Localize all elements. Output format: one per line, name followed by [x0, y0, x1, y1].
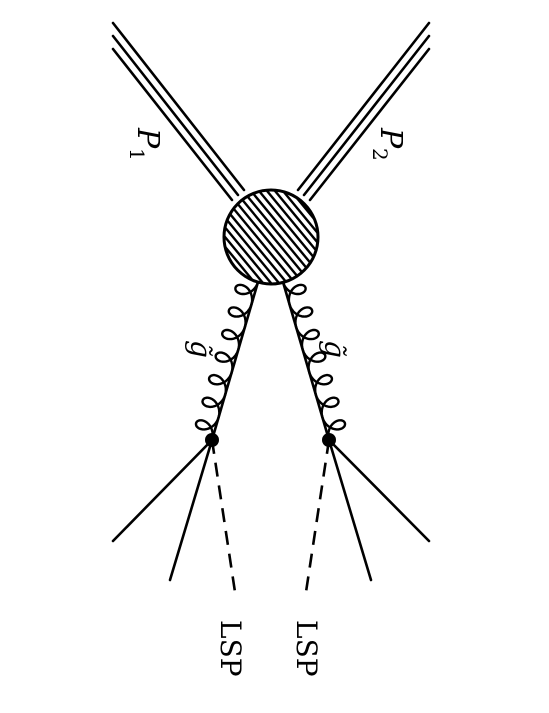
interaction-blob: [222, 188, 320, 286]
svg-text:P: P: [373, 127, 408, 149]
proton-2-line: [296, 21, 431, 202]
svg-text:LSP: LSP: [214, 620, 247, 677]
label-gluino-right: g̃: [318, 340, 351, 358]
proton-1-line: [111, 21, 246, 202]
svg-text:2: 2: [368, 148, 392, 161]
gluino-right-line: [281, 281, 347, 441]
gluino-left-line: [194, 281, 260, 441]
svg-text:g̃: g̃: [184, 340, 217, 358]
label-p2: P 2: [368, 127, 408, 161]
label-lsp-right: LSP: [290, 620, 323, 677]
svg-text:P: P: [130, 127, 165, 149]
svg-text:g̃: g̃: [318, 340, 351, 358]
svg-text:LSP: LSP: [290, 620, 323, 677]
label-p1: P 1: [125, 127, 165, 161]
label-lsp-left: LSP: [214, 620, 247, 677]
lsp-line-left: [210, 439, 237, 593]
jets-left: [111, 438, 214, 582]
jets-right: [327, 438, 431, 582]
svg-text:1: 1: [125, 148, 149, 161]
label-gluino-left: g̃: [184, 340, 217, 358]
gluon-coil-right: [281, 281, 347, 441]
gluon-coil-left: [194, 281, 260, 441]
lsp-line-right: [304, 439, 331, 593]
